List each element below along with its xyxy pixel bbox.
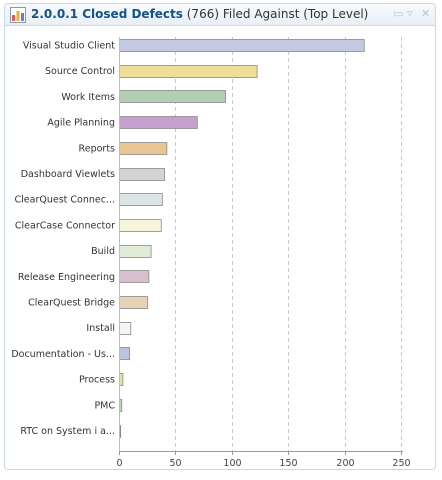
bar[interactable] xyxy=(119,296,149,309)
category-label: Work Items xyxy=(61,92,115,103)
dashboard-widget: 2.0.0.1 Closed Defects (766) Filed Again… xyxy=(4,3,436,470)
category-label: Install xyxy=(86,323,115,334)
bar[interactable] xyxy=(119,142,168,155)
bar[interactable] xyxy=(119,373,124,386)
close-icon[interactable]: ✕ xyxy=(421,7,431,20)
x-tick-label: 150 xyxy=(279,458,297,469)
category-label: Reports xyxy=(79,143,115,154)
bar[interactable] xyxy=(119,245,152,258)
category-label: Source Control xyxy=(45,66,115,77)
category-label: Build xyxy=(91,246,115,257)
category-label: Dashboard Viewlets xyxy=(21,169,115,180)
x-tick-label: 50 xyxy=(169,458,181,469)
category-label: Agile Planning xyxy=(47,118,115,129)
bar-chart: Visual Studio Client Source Control Work I… xyxy=(11,37,411,469)
category-labels: Visual Studio Client Source Control Work I… xyxy=(11,41,115,438)
bar[interactable] xyxy=(119,347,131,360)
grid-lines xyxy=(175,37,402,451)
category-label: Process xyxy=(79,375,115,386)
category-label: Visual Studio Client xyxy=(23,41,115,52)
category-label: Release Engineering xyxy=(18,272,115,283)
bar[interactable] xyxy=(119,168,166,181)
bar[interactable] xyxy=(119,322,132,335)
category-label: ClearQuest Bridge xyxy=(28,298,115,309)
x-tick-label: 0 xyxy=(116,458,122,469)
bar[interactable] xyxy=(119,270,150,283)
bars xyxy=(119,39,365,438)
bar[interactable] xyxy=(119,39,365,52)
x-tick-label: 250 xyxy=(392,458,410,469)
restore-icon[interactable]: ▭ xyxy=(393,7,404,20)
bar[interactable] xyxy=(119,219,162,232)
x-axis: 0 50 100 150 200 250 xyxy=(116,37,411,469)
category-label: ClearQuest Connec... xyxy=(15,195,116,206)
x-tick-label: 200 xyxy=(336,458,354,469)
minimize-icon[interactable]: ▿ xyxy=(407,7,413,20)
bar[interactable] xyxy=(119,65,258,78)
category-label: RTC on System i a... xyxy=(20,426,115,437)
x-tick-label: 100 xyxy=(223,458,241,469)
widget-title: 2.0.0.1 Closed Defects (766) Filed Again… xyxy=(31,4,368,25)
bar[interactable] xyxy=(119,193,163,206)
category-label: Documentation - Us... xyxy=(11,349,115,360)
widget-header: 2.0.0.1 Closed Defects (766) Filed Again… xyxy=(5,4,435,26)
category-label: ClearCase Connector xyxy=(15,220,115,231)
category-label: PMC xyxy=(94,400,115,411)
bar[interactable] xyxy=(119,90,226,103)
bar-chart-icon xyxy=(10,7,26,23)
widget-title-link[interactable]: 2.0.0.1 Closed Defects xyxy=(31,7,183,21)
bar[interactable] xyxy=(119,116,198,129)
widget-title-rest: (766) Filed Against (Top Level) xyxy=(186,7,369,21)
